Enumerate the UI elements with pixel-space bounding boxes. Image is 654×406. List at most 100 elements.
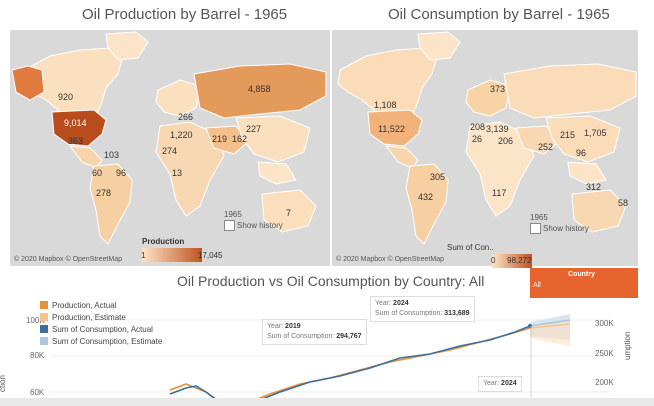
show-history-toggle[interactable]: 1965 Show history [530, 213, 589, 234]
show-history-toggle[interactable]: 1965 Show history [224, 210, 283, 231]
line-chart[interactable] [10, 292, 638, 406]
map-region-usa [51, 109, 107, 147]
map-region-australia [261, 189, 317, 233]
production-map-svg[interactable]: 920 9,014 4,858 266 1,220 227 219 162 27… [10, 30, 330, 266]
legend-gradient [492, 254, 532, 268]
history-year: 1965 [224, 210, 242, 219]
map-region-middle-east [515, 125, 559, 155]
legend-label: Production, Estimate [52, 313, 126, 322]
map-region-usa [367, 109, 423, 147]
legend-max: 98,272 [507, 256, 532, 265]
map-label: 1,108 [374, 100, 397, 110]
legend-title: Production [142, 237, 185, 246]
map-region-alaska [11, 65, 45, 101]
bottom-bar [0, 398, 654, 406]
map-region-russia [193, 63, 327, 119]
y-tick-left: 60K [30, 388, 45, 397]
consumption-map[interactable]: 1,108 11,522 373 208 3,139 215 1,705 206… [332, 30, 638, 266]
map-label: 162 [232, 134, 247, 144]
line-chart-legend: Production, Actual Production, Estimate … [40, 300, 162, 348]
map-label: 312 [586, 182, 601, 192]
show-history-label: Show history [237, 221, 283, 230]
map-label: 26 [472, 134, 482, 144]
map-label: 103 [104, 150, 119, 160]
map-region-russia [503, 63, 637, 119]
map-label: 206 [498, 136, 513, 146]
map-region-central-america [68, 145, 103, 169]
tooltip-2019: Year: 2019 Sum of Consumption: 294,767 [262, 319, 367, 345]
production-estimate-line [529, 323, 571, 329]
data-point [528, 324, 532, 328]
y-tick-right: 250K [595, 349, 614, 358]
map-label: 215 [560, 130, 575, 140]
map-label: 305 [430, 172, 445, 182]
map-label: 363 [68, 136, 83, 146]
legend-swatch [40, 301, 48, 309]
map-label: 266 [178, 112, 193, 122]
map-region-greenland [105, 31, 149, 61]
map-label: 920 [58, 92, 73, 102]
map-label: 274 [162, 146, 177, 156]
map-label: 1,705 [584, 128, 607, 138]
y-tick-left: 80K [30, 351, 45, 360]
legend-title: Sum of Con.. [447, 243, 494, 252]
line-chart-svg[interactable] [10, 292, 638, 406]
legend-item: Production, Estimate [40, 312, 162, 324]
map-region-central-america [384, 145, 419, 169]
y-tick-left: 100K [26, 316, 45, 325]
map-label: 60 [92, 168, 102, 178]
production-map-title: Oil Production by Barrel - 1965 [82, 6, 288, 23]
map-region-australia [571, 189, 627, 233]
map-label: 9,014 [64, 118, 87, 128]
legend-swatch [40, 313, 48, 321]
consumption-estimate-line [529, 319, 571, 327]
consumption-map-labels: 1,108 11,522 373 208 3,139 215 1,705 206… [374, 84, 628, 208]
map-label: 432 [418, 192, 433, 202]
legend-swatch [40, 325, 48, 333]
legend-label: Sum of Consumption, Estimate [52, 337, 163, 346]
map-attribution: © 2020 Mapbox © OpenStreetMap [336, 256, 444, 263]
map-region-southeast-asia [257, 161, 297, 185]
country-filter-value[interactable]: All [533, 282, 541, 289]
country-filter[interactable]: Country All [530, 268, 638, 298]
map-label: 1,220 [170, 130, 193, 140]
tooltip-2024: Year: 2024 Sum of Consumption: 313,689 [370, 296, 475, 322]
map-label: 219 [212, 134, 227, 144]
y-tick-right: 200K [595, 378, 614, 387]
map-region-southeast-asia [567, 161, 607, 185]
tooltip-2024-axis: Year: 2024 [478, 376, 522, 392]
map-region-south-america [405, 163, 449, 245]
consumption-map-title: Oil Consumption by Barrel - 1965 [388, 6, 610, 23]
map-region-europe [465, 79, 511, 117]
legend-max: 17,045 [198, 251, 223, 260]
map-label: 58 [618, 198, 628, 208]
map-label: 252 [538, 142, 553, 152]
map-region-middle-east [205, 125, 249, 155]
map-label: 13 [172, 168, 182, 178]
map-region-asia [235, 115, 311, 163]
legend-item: Sum of Consumption, Actual [40, 324, 162, 336]
map-label: 373 [490, 84, 505, 94]
y-axis-label-right: umption [623, 331, 632, 360]
map-label: 96 [116, 168, 126, 178]
map-label: 96 [576, 148, 586, 158]
consumption-map-svg[interactable]: 1,108 11,522 373 208 3,139 215 1,705 206… [332, 30, 638, 266]
line-chart-title: Oil Production vs Oil Consumption by Cou… [177, 273, 485, 289]
map-region-europe [155, 79, 201, 117]
map-label: 3,139 [486, 124, 509, 134]
show-history-checkbox[interactable] [224, 220, 235, 231]
legend-min: 1 [141, 251, 146, 260]
map-label: 227 [246, 124, 261, 134]
show-history-checkbox[interactable] [530, 223, 541, 234]
legend-item: Sum of Consumption, Estimate [40, 336, 162, 348]
legend-gradient [142, 248, 202, 262]
production-map[interactable]: 920 9,014 4,858 266 1,220 227 219 162 27… [10, 30, 330, 266]
y-tick-right: 300K [595, 319, 614, 328]
legend-label: Sum of Consumption, Actual [52, 325, 153, 334]
map-label: 4,858 [248, 84, 271, 94]
legend-label: Production, Actual [52, 301, 117, 310]
legend-min: 0 [491, 256, 496, 265]
legend-swatch [40, 337, 48, 345]
map-attribution: © 2020 Mapbox © OpenStreetMap [14, 256, 122, 263]
